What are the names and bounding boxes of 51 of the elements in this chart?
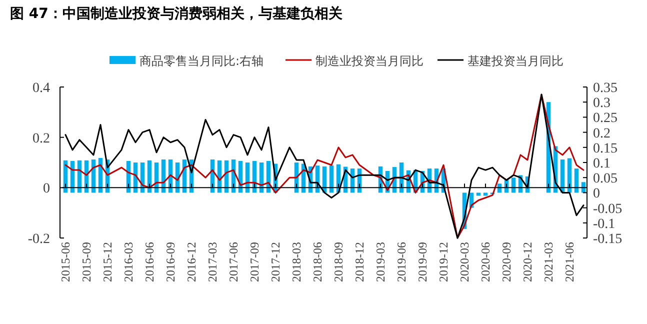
x-tick-label: 2016-12 — [184, 242, 198, 282]
chart-title: 图 47：中国制造业投资与消费弱相关，与基建负相关 — [10, 5, 342, 22]
bar — [476, 192, 481, 196]
x-tick-label: 2016-03 — [122, 242, 136, 282]
bar — [574, 168, 579, 193]
y2-tick-label: 0.25 — [593, 111, 618, 126]
y2-tick-label: 0.1 — [593, 156, 610, 172]
y2-tick-label: 0.3 — [593, 96, 610, 112]
y2-tick-label: -0.15 — [593, 232, 622, 247]
y2-tick-label: 0.15 — [593, 141, 618, 156]
y-tick-label: -0.2 — [28, 232, 50, 247]
x-tick-label: 2017-06 — [226, 242, 240, 282]
bar — [483, 192, 488, 196]
y2-tick-label: -0.05 — [593, 202, 622, 217]
legend-label: 制造业投资当月同比 — [316, 54, 424, 68]
x-tick-label: 2015-12 — [100, 242, 114, 282]
x-tick-label: 2020-03 — [458, 242, 472, 282]
x-tick-label: 2017-03 — [206, 242, 220, 282]
y2-tick-label: 0.05 — [593, 172, 618, 187]
x-tick-label: 2015-09 — [80, 242, 94, 282]
y2-tick-label: 0 — [593, 186, 600, 202]
y-tick-label: 0.4 — [32, 81, 50, 96]
x-tick-label: 2018-12 — [352, 242, 366, 282]
x-tick-label: 2016-09 — [164, 242, 178, 282]
x-tick-label: 2019-03 — [374, 242, 388, 282]
x-tick-label: 2020-12 — [520, 242, 534, 282]
x-tick-label: 2018-03 — [290, 242, 304, 282]
x-tick-label: 2015-06 — [58, 242, 72, 282]
x-tick-label: 2019-12 — [436, 242, 450, 282]
legend-label: 基建投资当月同比 — [468, 54, 564, 68]
y2-tick-label: 0.35 — [593, 81, 618, 96]
bar — [63, 160, 68, 193]
x-tick-label: 2020-09 — [500, 242, 514, 282]
legend-label: 商品零售当月同比:右轴 — [140, 54, 264, 68]
bar — [567, 158, 572, 193]
y2-tick-label: -0.1 — [593, 216, 616, 232]
x-tick-label: 2021-03 — [542, 242, 556, 282]
bar — [329, 166, 334, 193]
x-tick-label: 2017-12 — [268, 242, 282, 282]
y-tick-label: 0 — [43, 182, 50, 197]
y2-tick-label: 0.2 — [593, 126, 610, 142]
x-tick-label: 2021-06 — [562, 242, 576, 282]
bar — [147, 160, 152, 193]
x-tick-label: 2019-09 — [416, 242, 430, 282]
x-tick-label: 2017-09 — [248, 242, 262, 282]
x-tick-label: 2020-06 — [478, 242, 492, 282]
x-tick-label: 2016-06 — [142, 242, 156, 282]
x-tick-label: 2019-06 — [394, 242, 408, 282]
y-tick-label: 0.2 — [32, 131, 50, 146]
x-tick-label: 2018-09 — [332, 242, 346, 282]
x-tick-label: 2018-06 — [310, 242, 324, 282]
